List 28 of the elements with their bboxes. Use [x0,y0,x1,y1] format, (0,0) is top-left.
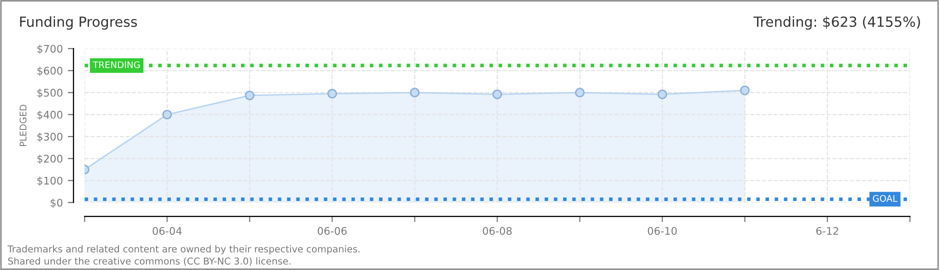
y-tick-label: $100 [37,176,62,186]
y-tick-label: $500 [37,88,62,98]
text: Shared under the creative commons (CC BY-NC 3.0) license. [8,257,290,266]
point [657,89,668,100]
point [492,89,502,100]
point [327,88,338,99]
chart-title: Funding Progress [20,16,137,30]
y-tick-label: $200 [37,154,62,164]
point [574,88,585,98]
x-tick-label: 06-10 [648,226,677,235]
ref-line-label: GOAL [872,194,898,202]
point [162,110,172,120]
y-tick-label: $700 [37,44,62,54]
y-tick-label: $0 [50,198,62,208]
x-tick-label: 06-08 [482,226,512,235]
x-tick-label: 6-12 [816,226,838,235]
y-tick-label: $600 [37,66,62,76]
ref-line-label: TRENDING [92,61,140,68]
chart-subtitle: Trending: $623 (4155%) [753,16,920,30]
y-axis-title: PLEDGED [20,104,26,146]
point [410,88,420,98]
y-tick-label: $400 [37,110,62,120]
y-tick-label: $300 [37,132,62,142]
text: Trademarks and related content are owned by their respective companies. [7,245,360,254]
point [740,86,750,96]
x-tick-label: 06-04 [152,226,182,235]
point [244,90,255,100]
x-tick-label: 06-06 [318,226,347,235]
